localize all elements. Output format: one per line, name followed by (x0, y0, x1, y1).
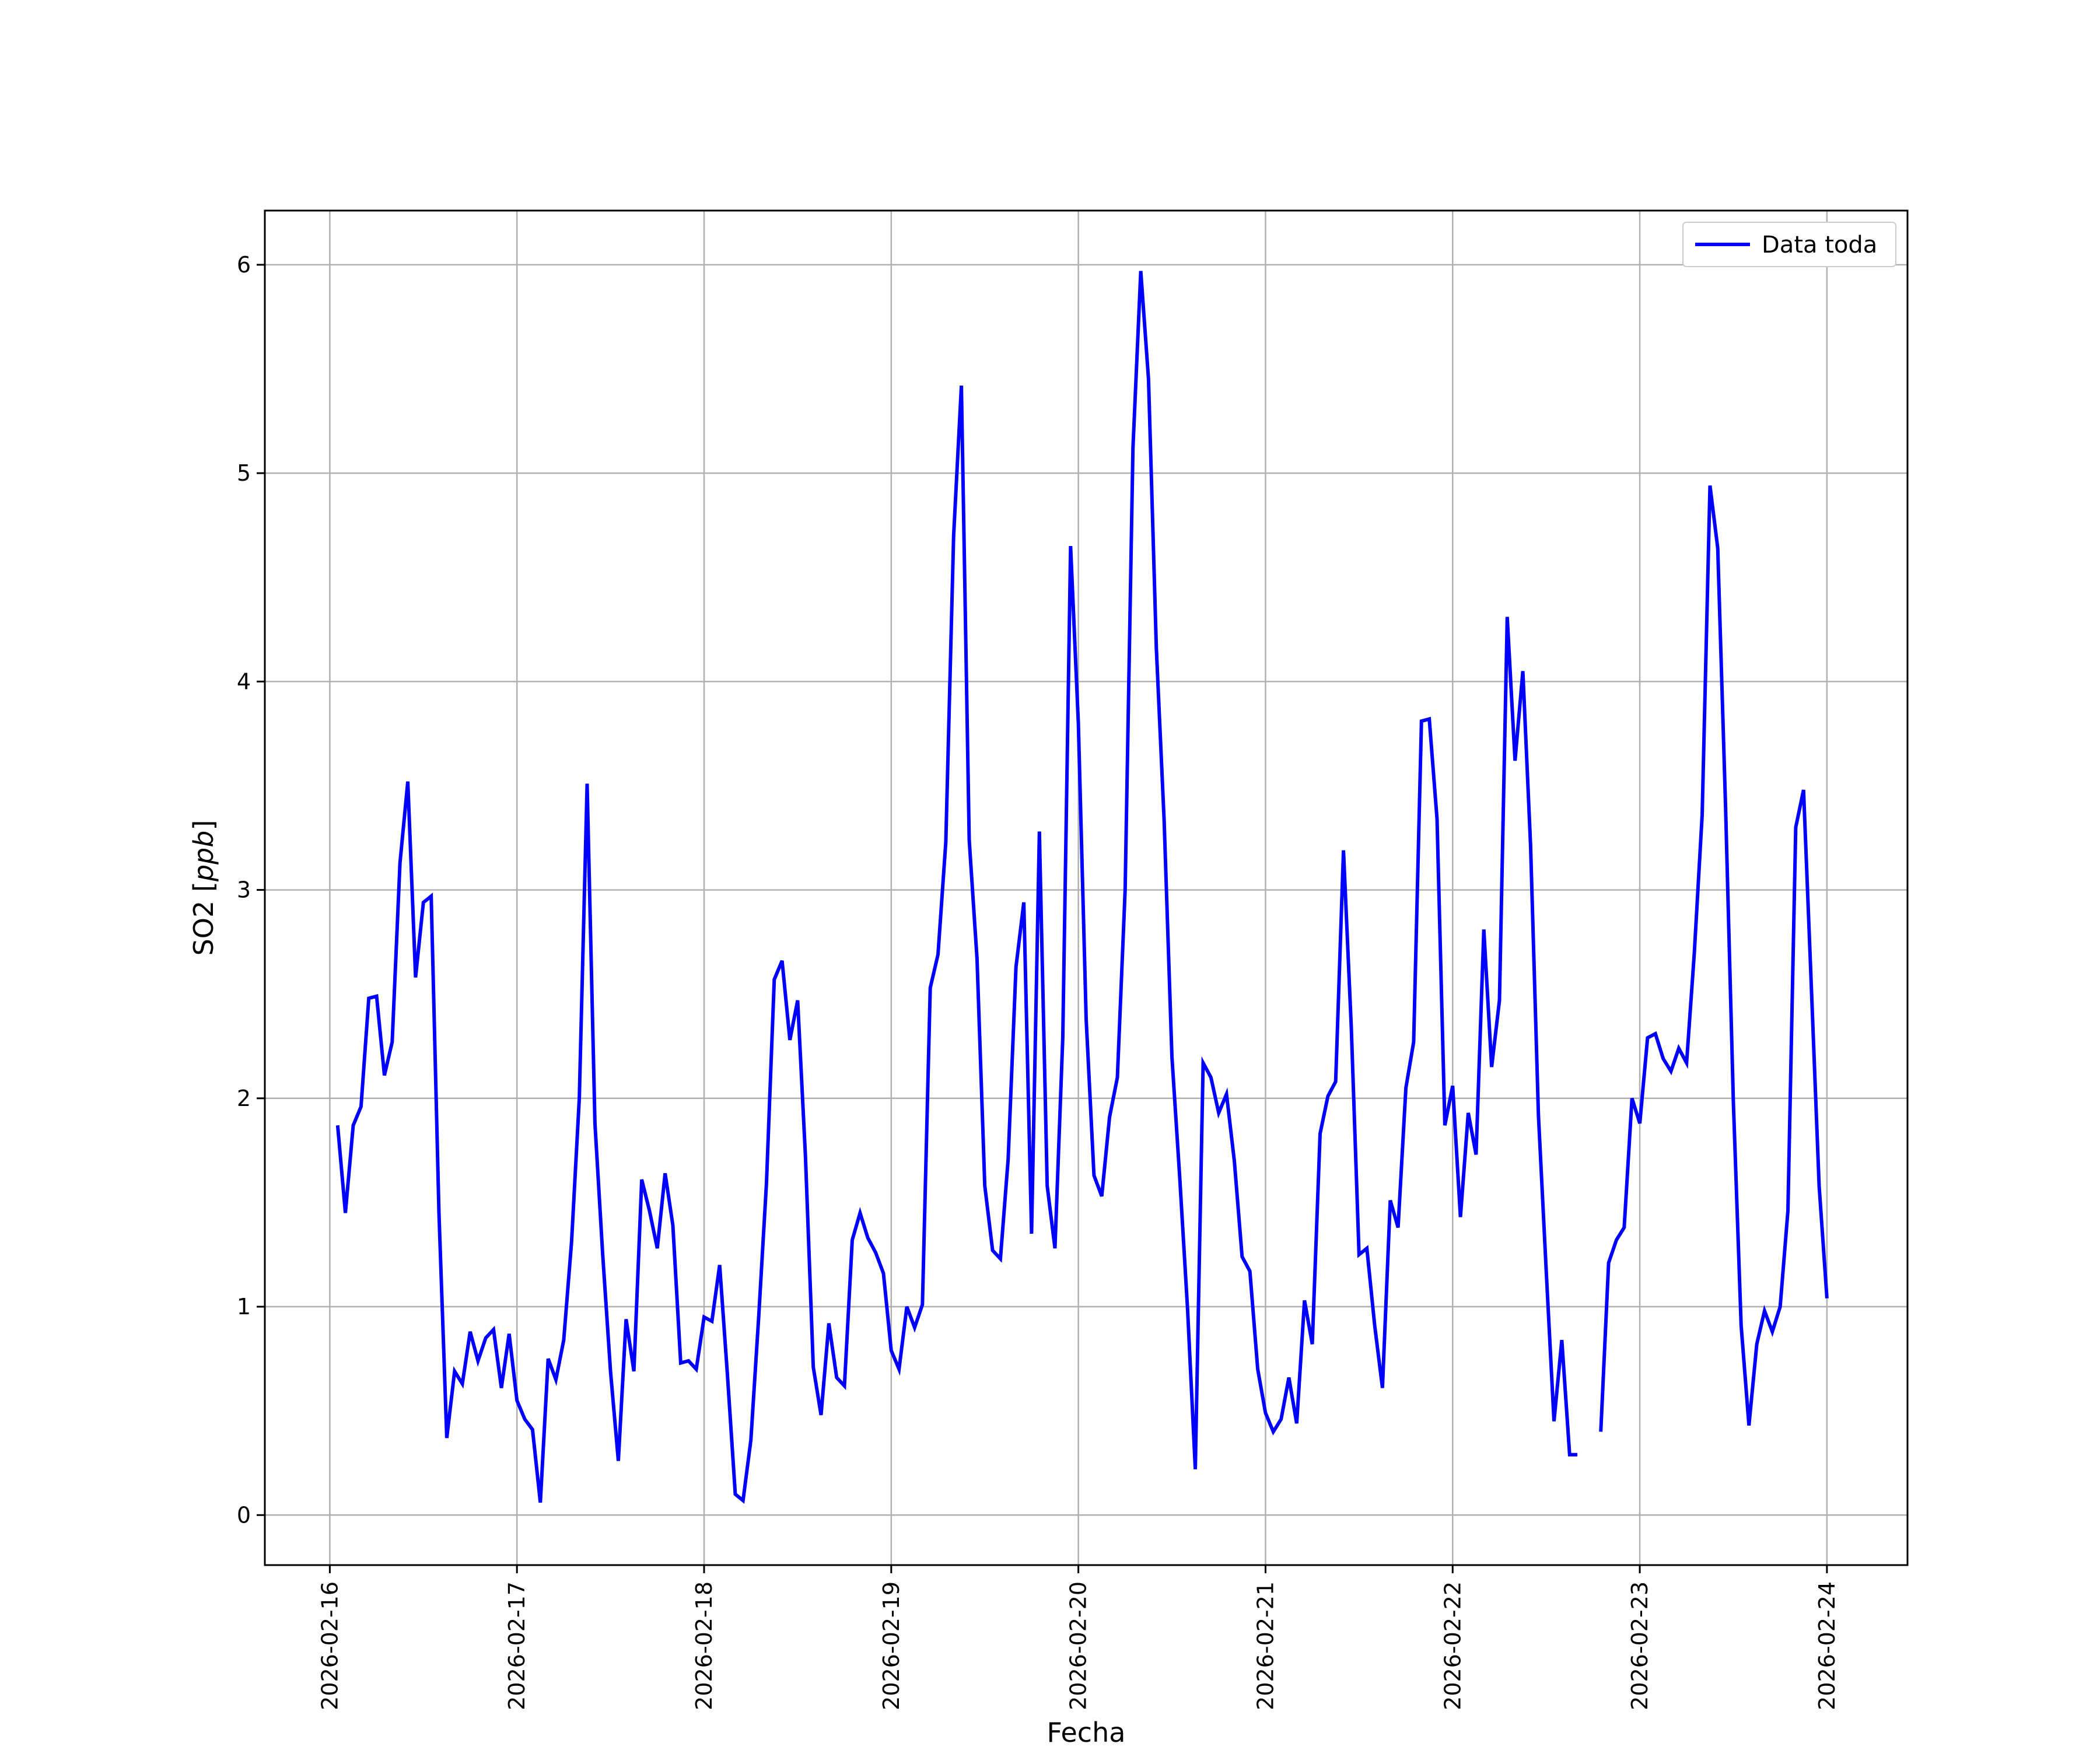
x-tick-label: 2026-02-23 (1627, 1581, 1653, 1710)
plot-frame (264, 209, 1909, 1566)
x-tick-label: 2026-02-17 (504, 1581, 530, 1710)
y-axis-label: SO2 [ppb] (188, 820, 219, 956)
legend-box (1682, 222, 1896, 267)
y-tick-label: 0 (237, 1502, 251, 1528)
x-tick-label: 2026-02-16 (317, 1581, 342, 1710)
y-axis-label-suffix: ] (188, 820, 219, 831)
x-tick-label: 2026-02-21 (1252, 1581, 1278, 1710)
y-tick-label: 3 (237, 877, 251, 903)
series-layer (335, 271, 1829, 1504)
x-axis-label: Fecha (1047, 1717, 1126, 1748)
y-axis-label-unit: ppb (188, 831, 219, 883)
y-tick-label: 6 (237, 252, 251, 278)
x-tick-label: 2026-02-18 (691, 1581, 717, 1710)
y-axis-label-prefix: SO2 [ (188, 881, 219, 956)
grid (265, 211, 1908, 1565)
legend: Data toda (1682, 222, 1896, 267)
x-tick-label: 2026-02-19 (878, 1581, 904, 1710)
y-tick-label: 1 (237, 1294, 251, 1320)
legend-label: Data toda (1762, 232, 1877, 258)
y-tick-label: 2 (237, 1086, 251, 1111)
x-tick-label: 2026-02-20 (1066, 1581, 1091, 1710)
x-tick-label: 2026-02-22 (1440, 1581, 1465, 1710)
series-line-segment (1599, 485, 1829, 1432)
series-line-segment (335, 271, 1578, 1504)
y-tick-label: 4 (237, 668, 251, 694)
y-tick-label: 5 (237, 460, 251, 486)
axis-ticks: 2026-02-16 2026-02-17 2026-02-18 2026-02-19… (237, 252, 1840, 1710)
x-tick-label: 2026-02-24 (1814, 1581, 1840, 1710)
